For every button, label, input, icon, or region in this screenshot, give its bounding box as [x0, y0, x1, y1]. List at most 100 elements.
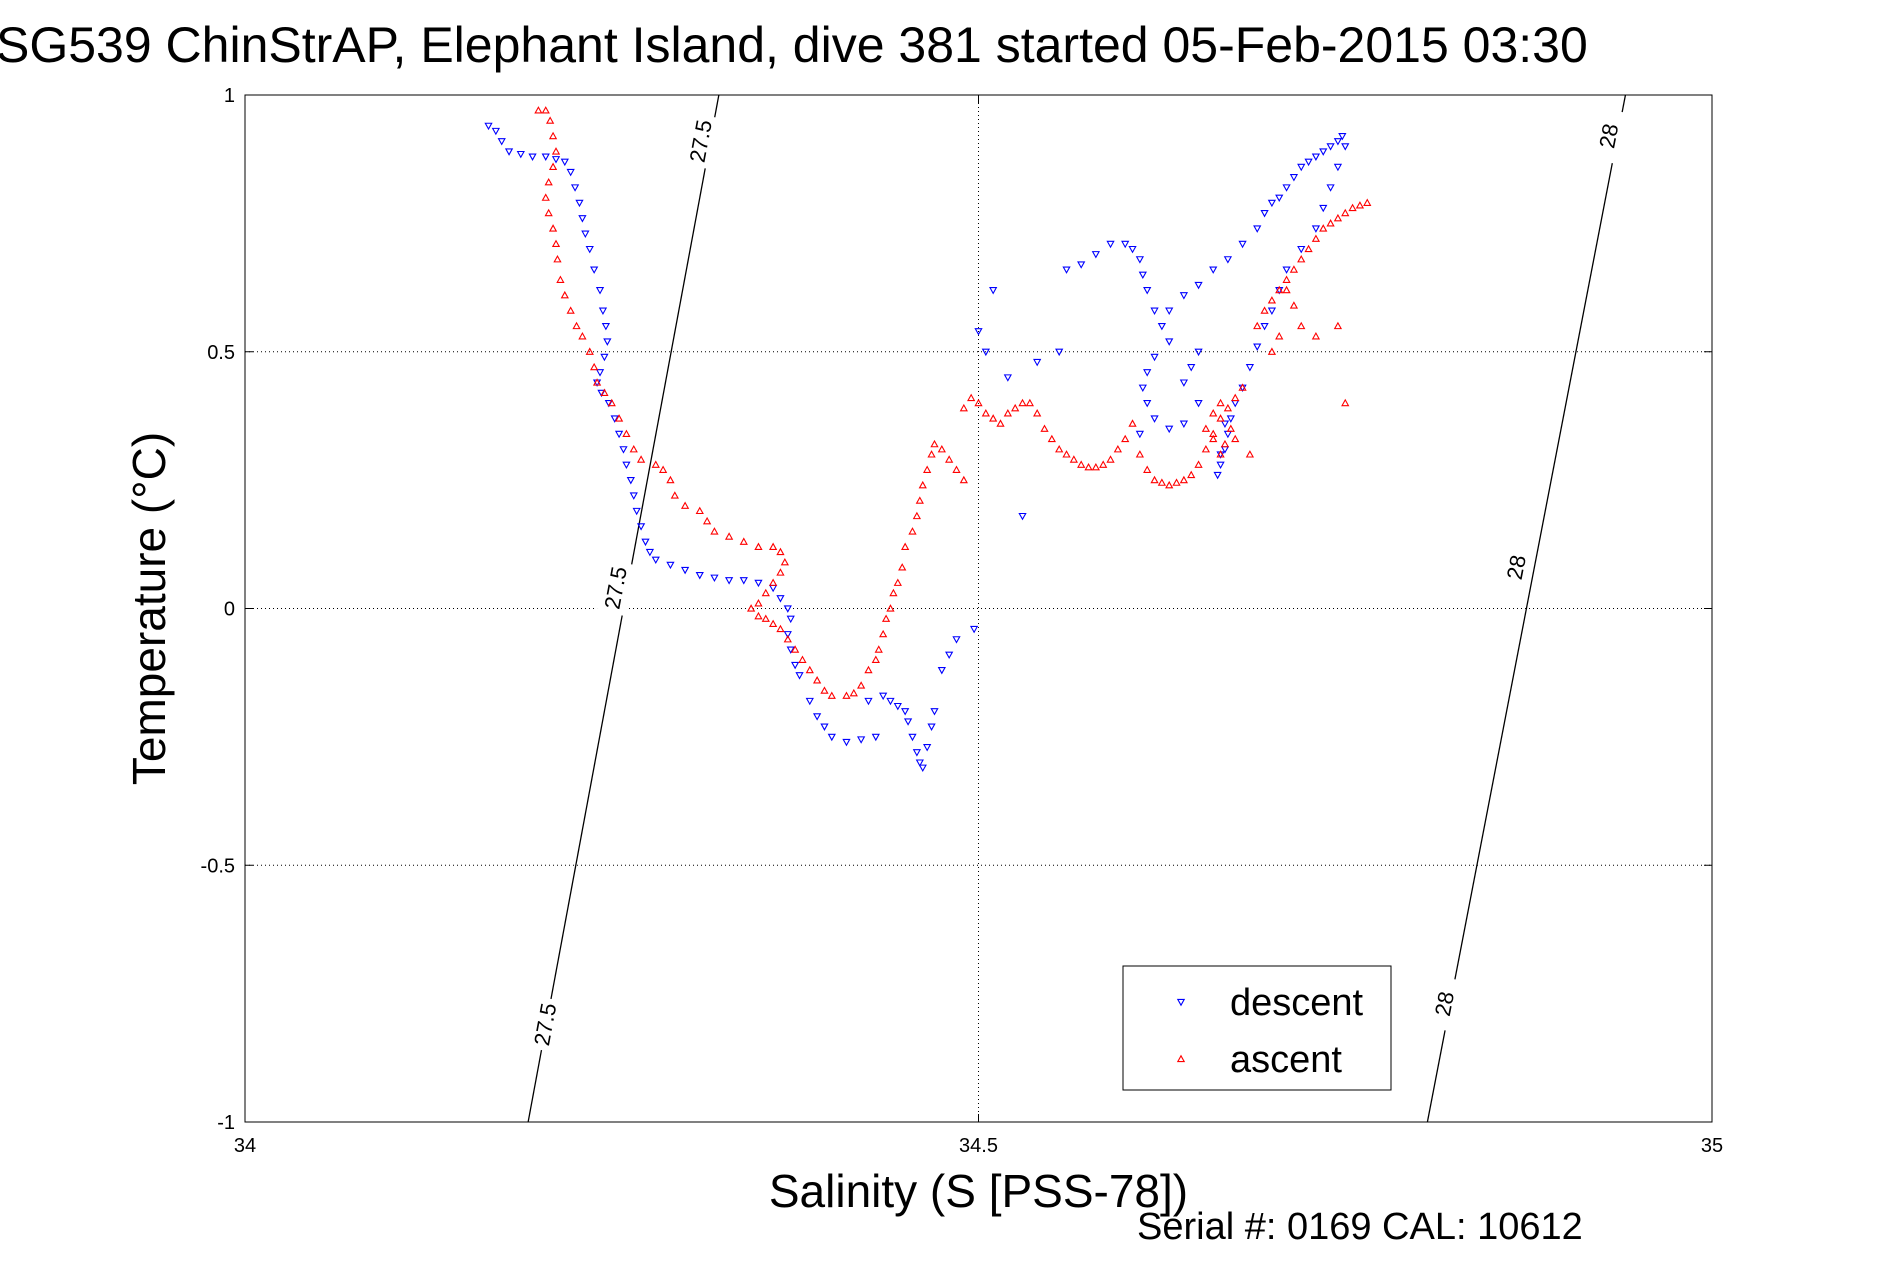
data-point-ascent: [666, 475, 675, 484]
data-point-descent: [1179, 379, 1189, 387]
data-point-ascent: [754, 542, 763, 550]
data-point-descent: [641, 538, 650, 547]
data-point-descent: [619, 446, 628, 454]
data-point-descent: [1106, 240, 1115, 249]
isopycnal-label: 28: [1430, 989, 1459, 1018]
data-point-ascent: [959, 475, 968, 484]
legend-marker-ascent: [1176, 1054, 1186, 1063]
data-point-ascent: [1282, 275, 1291, 283]
data-point-descent: [1297, 163, 1306, 172]
data-point-ascent: [1216, 450, 1225, 458]
data-point-ascent: [1333, 213, 1343, 222]
data-point-ascent: [724, 532, 734, 540]
isopycnal-label-bg: [526, 996, 566, 1053]
data-point-ascent: [1165, 480, 1174, 489]
data-point-descent: [1055, 348, 1064, 357]
isopycnal-label-bg: [1497, 539, 1537, 596]
data-point-descent: [491, 127, 500, 136]
data-point-ascent: [1084, 462, 1093, 471]
data-point-descent: [1216, 461, 1225, 470]
data-point-ascent: [566, 306, 575, 314]
data-point-descent: [724, 577, 734, 585]
data-point-descent: [578, 215, 587, 223]
data-point-descent: [629, 492, 638, 500]
data-point-descent: [1220, 420, 1230, 428]
data-point-descent: [710, 574, 719, 583]
data-point-ascent: [776, 547, 785, 556]
data-point-ascent: [952, 465, 961, 473]
data-point-descent: [974, 328, 983, 336]
data-point-ascent: [1311, 332, 1321, 340]
data-point-descent: [1260, 209, 1269, 218]
data-point-descent: [601, 322, 611, 331]
data-point-descent: [590, 266, 599, 274]
data-point-ascent: [695, 506, 704, 515]
data-point-descent: [1121, 240, 1130, 249]
data-point-descent: [1003, 374, 1012, 382]
data-point-ascent: [1209, 434, 1218, 443]
data-point-ascent: [1062, 450, 1071, 458]
data-point-ascent: [541, 193, 550, 201]
data-point-ascent: [1297, 254, 1306, 263]
data-point-descent: [1223, 256, 1233, 264]
data-point-ascent: [1326, 219, 1335, 227]
data-point-ascent: [746, 604, 756, 612]
data-point-descent: [1194, 348, 1203, 357]
data-point-descent: [786, 615, 795, 624]
data-point-descent: [1143, 287, 1152, 295]
chart-title: SG539 ChinStrAP, Elephant Island, dive 3…: [0, 17, 1588, 73]
data-point-descent: [857, 736, 866, 744]
data-point-descent: [952, 636, 961, 644]
legend-label-descent: descent: [1230, 982, 1364, 1024]
data-point-descent: [1209, 266, 1218, 274]
data-point-ascent: [1231, 434, 1240, 443]
data-point-descent: [695, 572, 704, 580]
data-point-ascent: [1047, 434, 1056, 443]
data-point-descent: [1179, 420, 1189, 428]
data-point-ascent: [585, 347, 594, 355]
data-point-ascent: [1319, 224, 1328, 232]
data-point-descent: [1289, 174, 1299, 182]
y-tick-label: 1: [224, 85, 235, 107]
data-point-descent: [805, 697, 814, 706]
data-point-ascent: [1231, 393, 1240, 402]
legend-marker-descent: [1176, 998, 1186, 1007]
data-point-ascent: [546, 116, 555, 124]
data-point-ascent: [1157, 478, 1167, 486]
data-point-ascent: [1099, 460, 1108, 468]
data-point-ascent: [614, 414, 624, 422]
data-point-ascent: [1341, 398, 1350, 407]
data-point-ascent: [1355, 201, 1365, 209]
isopycnal-label-bg: [681, 112, 721, 170]
data-point-ascent: [1245, 450, 1255, 458]
data-point-descent: [901, 708, 910, 716]
data-point-descent: [666, 561, 675, 570]
data-point-ascent: [989, 414, 998, 422]
data-point-descent: [516, 150, 525, 159]
data-point-ascent: [1223, 403, 1233, 412]
data-point-ascent: [544, 208, 553, 217]
data-point-ascent: [1025, 398, 1034, 407]
data-point-descent: [1275, 194, 1284, 203]
data-point-ascent: [1091, 462, 1100, 471]
data-point-descent: [1143, 369, 1152, 377]
data-point-descent: [739, 577, 748, 585]
data-point-descent: [1297, 245, 1306, 254]
data-point-ascent: [879, 629, 888, 638]
data-point-descent: [1311, 153, 1321, 161]
data-point-descent: [786, 646, 795, 654]
isopycnal-label-bg: [596, 559, 636, 617]
data-point-descent: [1326, 143, 1335, 151]
data-point-ascent: [739, 537, 748, 545]
data-point-descent: [1319, 148, 1328, 156]
data-point-descent: [1150, 307, 1159, 316]
x-tick-label: 34.5: [959, 1135, 998, 1157]
data-point-descent: [1226, 415, 1235, 423]
data-point-descent: [595, 369, 605, 377]
data-point-descent: [645, 548, 655, 557]
data-point-descent: [680, 566, 690, 575]
data-point-descent: [1091, 251, 1100, 259]
data-point-descent: [795, 672, 804, 680]
